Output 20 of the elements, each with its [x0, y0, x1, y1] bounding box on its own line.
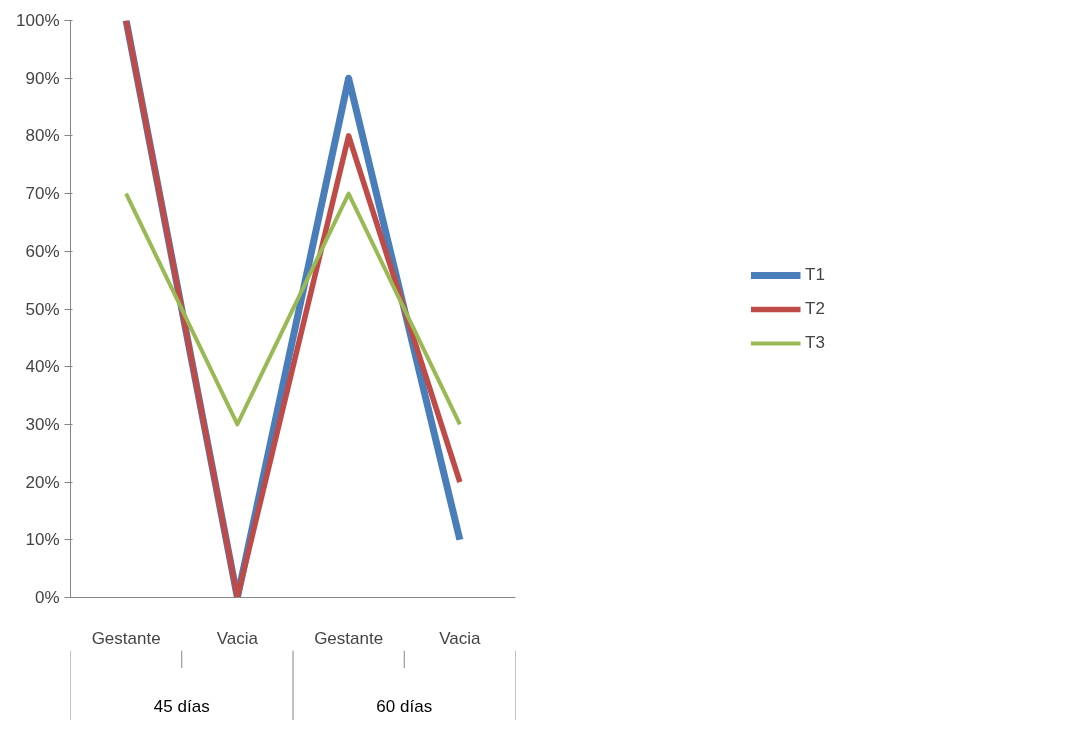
x-tick-label: Gestante: [314, 628, 384, 648]
y-tick-label: 90%: [25, 68, 60, 88]
legend-label: T1: [805, 264, 825, 285]
x-tick-label: Gestante: [91, 628, 161, 648]
y-tick-label: 0%: [34, 588, 60, 607]
y-tick-label: 70%: [25, 184, 60, 204]
y-tick-label: 60%: [25, 241, 60, 261]
legend-label: T3: [805, 332, 825, 353]
y-tick-label: 10%: [25, 530, 60, 550]
text: 45 días: [153, 697, 210, 716]
y-tick-label: 40%: [25, 357, 60, 377]
y-tick-label: 80%: [25, 126, 60, 146]
y-tick-label: 50%: [25, 299, 60, 319]
legend-label: T2: [805, 298, 825, 319]
x-tick-label: Vacia: [216, 628, 259, 648]
y-tick-label: 20%: [25, 472, 60, 492]
x-tick-label: Vacia: [439, 628, 482, 648]
text: 60 días: [376, 697, 433, 716]
y-tick-label: 100%: [16, 11, 60, 30]
y-tick-label: 30%: [25, 414, 60, 434]
